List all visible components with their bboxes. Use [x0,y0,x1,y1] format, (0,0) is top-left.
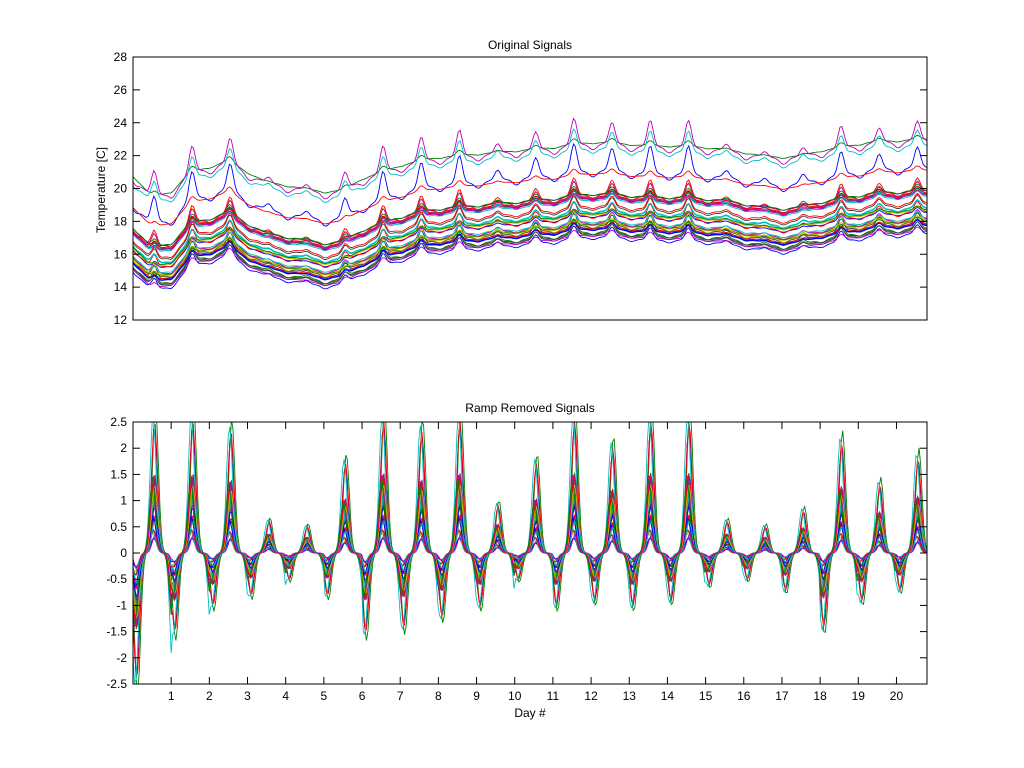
y-tick-label: 28 [114,50,128,64]
original-series-line [133,206,927,268]
x-tick-label: 13 [623,689,637,703]
x-tick-label: 16 [737,689,751,703]
ramp-removed-ticks: -2.5-2-1.5-1-0.500.511.522.51 2 3 4 5 6 7 8 9 10 1… [106,415,927,703]
original-series-line [133,211,927,278]
y-tick-label: -1.5 [106,625,127,639]
original-series-line [133,209,927,278]
x-tick-label: 1 [168,689,175,703]
y-tick-label: 2 [120,441,127,455]
x-tick-label: 3 [244,689,251,703]
chart-title-original: Original Signals [488,38,572,52]
x-tick-label: 2 [206,689,213,703]
x-tick-label: 17 [775,689,789,703]
y-tick-label: 12 [114,313,128,327]
x-tick-label: 5 [321,689,328,703]
x-tick-label: 11 [547,689,560,703]
original-series-line [133,219,927,281]
x-tick-label: 8 [435,689,442,703]
chart-title-ramp-removed: Ramp Removed Signals [465,401,594,415]
y-tick-label: 20 [114,182,128,196]
y-tick-label: 2.5 [110,415,127,429]
x-tick-label: 9 [473,689,480,703]
y-tick-label: 0 [120,546,127,560]
original-series-line [133,221,927,285]
original-series-line [133,128,927,203]
original-series-line [133,142,927,227]
ramp-removed-series-line [133,474,927,628]
x-tick-label: 12 [584,689,598,703]
y-tick-label: 14 [114,280,128,294]
original-series-line [133,218,927,280]
x-tick-label: 18 [813,689,827,703]
original-series-line [133,190,927,252]
original-series-line [133,206,927,267]
y-tick-label: -1 [116,598,127,612]
y-tick-label: 16 [114,247,128,261]
x-tick-label: 10 [508,689,522,703]
y-tick-label: 26 [114,83,128,97]
x-tick-label: 15 [699,689,713,703]
original-series-line [133,217,927,285]
original-series-line [133,117,927,200]
original-series-line [133,134,927,195]
original-series-line [133,189,927,251]
x-tick-label: 14 [661,689,675,703]
y-tick-label: 1 [120,494,127,508]
original-series-line [133,192,927,259]
y-axis-label-temperature: Temperature [C] [94,147,108,233]
ramp-removed-series-line [133,478,927,625]
original-series-line [133,165,927,226]
y-tick-label: 18 [114,214,128,228]
x-tick-label: 7 [397,689,404,703]
ramp-removed-series-line [133,533,927,572]
original-series-line [133,199,927,264]
ramp-removed-signals-chart: Ramp Removed Signals -2.5 -2 -1.5 -1 -0.5 0 0.… [106,401,928,720]
x-tick-label: 20 [890,689,904,703]
original-y-ticks: 12 14 16 18 20 22 24 26 28 [114,50,927,327]
original-series-line [133,183,927,246]
y-tick-label: 22 [114,149,128,163]
y-tick-label: -0.5 [106,572,127,586]
original-series-line [133,199,927,263]
ramp-removed-series-group [133,422,927,684]
original-signals-chart: Original Signals 12 14 16 18 20 22 24 26 28 Temp… [94,38,928,327]
original-series-line [133,205,927,266]
original-series-line [133,221,927,286]
original-series-line [133,226,927,288]
original-series-group [133,117,927,290]
original-series-line [133,211,927,274]
original-series-line [133,223,927,290]
y-tick-label: -2 [116,651,127,665]
x-tick-label: 6 [359,689,366,703]
original-series-line [133,194,927,260]
y-tick-label: 24 [114,116,128,130]
x-axis-label-day: Day # [514,706,546,720]
x-tick-label: 4 [282,689,289,703]
original-series-line [133,185,927,248]
x-tick-label: 19 [852,689,866,703]
y-tick-label: -2.5 [106,677,127,691]
y-tick-label: 1.5 [110,467,127,481]
y-tick-label: 0.5 [110,520,127,534]
